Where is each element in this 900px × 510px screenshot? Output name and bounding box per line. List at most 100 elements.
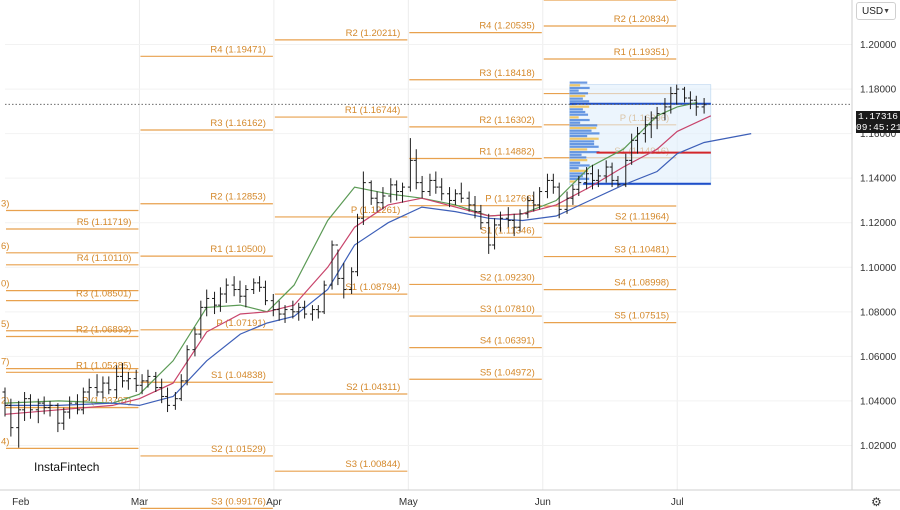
volume-profile-bar-37 [569,81,588,84]
pivot-label-35: S2 (1.09230) [480,272,535,283]
currency-selector[interactable]: USD ▼ [856,2,896,20]
volume-profile-box [569,84,712,186]
pivot-label-19: R2 (1.06893) [76,324,131,335]
x-tick-label-3: May [399,497,418,508]
volume-profile-bar-18 [569,132,600,135]
ohlc-bar-9 [61,407,67,430]
ohlc-bar-44 [290,300,296,319]
volume-profile-bar-14 [569,142,595,146]
pivot-label-14: S2 (1.01529) [211,444,266,455]
volume-profile-bar-6 [569,164,590,167]
ohlc-bar-46 [302,300,308,319]
pivot-label-12: P (1.07191) [216,318,265,329]
ohlc-bar-57 [374,191,380,212]
pivot-label-4: 7) [1,357,9,368]
ohlc-bar-94 [615,175,621,188]
volume-profile-bar-11 [569,151,600,154]
pivot-label-37: S4 (1.06391) [480,336,535,347]
ohlc-bar-67 [439,178,445,201]
ohlc-bar-95 [623,153,629,188]
ohlc-bar-63 [413,149,419,190]
ohlc-bar-30 [198,300,204,339]
ohlc-bar-19 [125,371,131,390]
pivot-label-25: S1 (1.08794) [345,282,400,293]
ohlc-bar-1 [8,398,14,437]
x-tick-label-2: Apr [266,497,282,508]
ohlc-bar-43 [282,305,288,323]
ohlc-bar-85 [556,182,562,219]
ohlc-bar-37 [243,285,249,308]
ohlc-bar-49 [321,280,327,315]
ohlc-bar-17 [114,365,120,399]
ohlc-bar-101 [662,98,668,121]
ohlc-bar-89 [584,167,590,190]
chevron-down-icon: ▼ [883,7,891,15]
volume-profile-bar-17 [569,134,588,138]
ohlc-bar-33 [217,287,223,312]
ohlc-bar-106 [693,95,699,116]
watermark-logo: InstaFintech [34,460,100,474]
volume-profile-bar-20 [569,126,597,130]
ohlc-bar-16 [106,376,112,395]
ohlc-bar-31 [204,289,210,317]
ohlc-bar-78 [511,213,517,237]
volume-profile-bar-25 [569,113,589,116]
currency-label: USD [862,5,884,17]
ohlc-bar-12 [80,387,86,415]
pivot-label-18: R3 (1.08501) [76,289,131,300]
ohlc-bar-68 [447,187,453,208]
bar-countdown: 09:45:21 [856,122,900,133]
volume-profile-bar-30 [569,100,590,103]
volume-profile-bar-1 [569,177,590,180]
pivot-label-36: S3 (1.07810) [480,304,535,315]
pivot-label-20: R1 (1.05285) [76,360,131,371]
x-tick-label-5: Jul [671,497,684,508]
ohlc-bar-51 [335,244,341,286]
ohlc-bar-99 [648,111,654,139]
pivot-label-26: S2 (1.04311) [346,382,400,393]
pivot-label-9: R3 (1.16162) [210,118,265,129]
ohlc-bar-15 [100,376,106,399]
y-tick-label-1: 1.18000 [860,85,897,96]
pivot-label-1: 6) [1,241,9,252]
x-tick-label-4: Jun [535,497,551,508]
ohlc-bar-103 [674,84,680,105]
ohlc-bar-79 [517,209,523,232]
ohlc-bar-6 [41,396,47,415]
ohlc-bar-18 [119,363,125,388]
ohlc-bar-73 [478,204,484,230]
ohlc-bar-26 [172,392,178,410]
pivot-label-39: R2 (1.20834) [614,14,669,25]
settings-gear-icon[interactable]: ⚙ [871,495,882,509]
volume-profile-bar-24 [569,116,579,119]
ohlc-bar-2 [16,400,22,448]
ohlc-bar-35 [231,276,237,297]
ohlc-bar-91 [595,169,601,188]
ohlc-bar-104 [682,86,688,103]
volume-profile-bar-19 [569,129,592,132]
ohlc-bar-92 [603,160,609,183]
ohlc-bar-54 [354,213,360,277]
ohlc-bar-52 [341,262,347,299]
ohlc-bar-20 [133,369,139,392]
volume-profile-bar-7 [569,161,581,164]
pivot-label-24: P (1.12261) [351,205,400,216]
ohlc-bar-86 [564,191,570,214]
y-tick-label-7: 1.06000 [860,352,897,363]
ohlc-bar-105 [687,91,693,110]
current-price-tag: 1.17316 09:45:21 [856,111,900,133]
pivot-label-29: R4 (1.20535) [479,21,534,32]
pivot-label-13: S1 (1.04838) [211,370,266,381]
ohlc-bar-70 [458,182,464,203]
ohlc-bar-48 [315,305,321,319]
volume-profile-bar-13 [569,145,599,148]
ohlc-bar-56 [368,180,374,205]
ohlc-bar-93 [609,162,615,188]
ohlc-bar-3 [22,392,28,421]
ohlc-bar-59 [388,178,394,203]
ohlc-bar-40 [262,280,268,306]
pivot-label-34: S1 (1.11346) [481,225,535,236]
ohlc-bar-66 [433,171,439,194]
